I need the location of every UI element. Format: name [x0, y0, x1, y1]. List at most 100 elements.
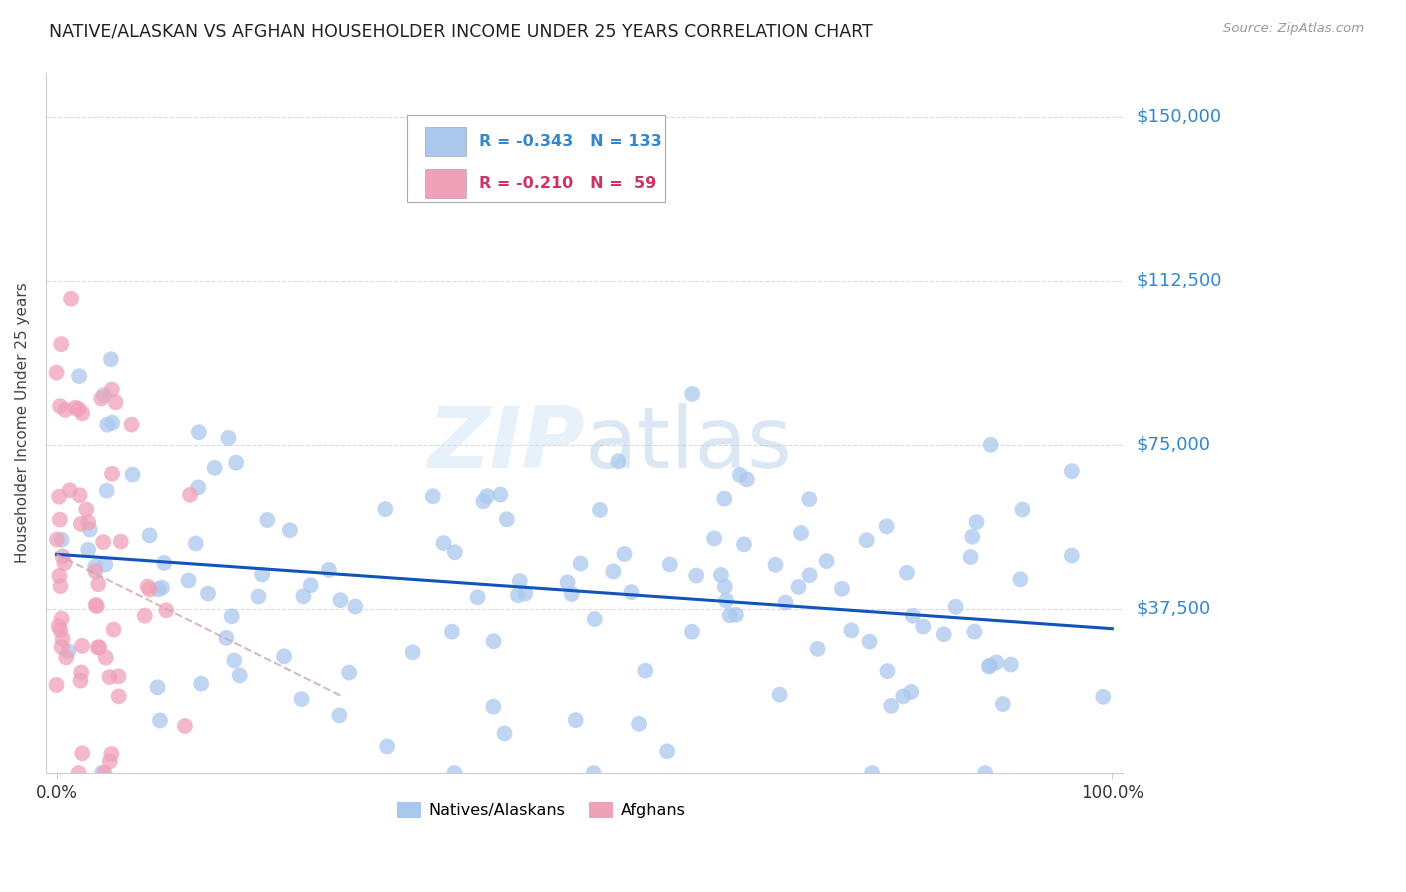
Point: [344, 599, 367, 614]
Point: [107, 669, 129, 683]
Point: [475, 489, 498, 503]
Point: [273, 649, 295, 664]
Point: [681, 387, 703, 401]
Point: [228, 668, 250, 682]
Point: [979, 658, 1001, 673]
Point: [582, 766, 605, 780]
Point: [65, 401, 87, 415]
Point: [75, 502, 97, 516]
Point: [718, 608, 741, 623]
Point: [153, 556, 176, 570]
Point: [93, 766, 115, 780]
Point: [799, 492, 821, 507]
Point: [860, 766, 883, 780]
Text: Source: ZipAtlas.com: Source: ZipAtlas.com: [1223, 22, 1364, 36]
Point: [184, 536, 207, 550]
Point: [91, 535, 114, 549]
Text: $37,500: $37,500: [1137, 600, 1211, 618]
Point: [84, 598, 107, 612]
Point: [67, 402, 90, 417]
Text: atlas: atlas: [585, 402, 793, 485]
Point: [136, 580, 159, 594]
Point: [91, 765, 114, 780]
Point: [1092, 690, 1115, 704]
Point: [569, 557, 592, 571]
Point: [841, 624, 863, 638]
Point: [1060, 549, 1083, 563]
Point: [187, 425, 209, 440]
Point: [806, 641, 828, 656]
Point: [655, 744, 678, 758]
Point: [87, 640, 110, 655]
Point: [876, 519, 898, 533]
Point: [60, 292, 83, 306]
Point: [215, 631, 238, 645]
Point: [67, 369, 90, 384]
Point: [583, 612, 606, 626]
Point: [494, 726, 516, 740]
Point: [728, 467, 751, 482]
Point: [991, 697, 1014, 711]
Text: NATIVE/ALASKAN VS AFGHAN HOUSEHOLDER INCOME UNDER 25 YEARS CORRELATION CHART: NATIVE/ALASKAN VS AFGHAN HOUSEHOLDER INC…: [49, 22, 873, 40]
Point: [101, 416, 124, 430]
Point: [121, 417, 143, 432]
Point: [768, 688, 790, 702]
Point: [87, 577, 110, 591]
Point: [190, 676, 212, 690]
Point: [77, 542, 100, 557]
Point: [247, 590, 270, 604]
Point: [489, 487, 512, 501]
Point: [962, 530, 984, 544]
Point: [765, 558, 787, 572]
Point: [515, 586, 537, 600]
Point: [224, 653, 246, 667]
Point: [775, 596, 797, 610]
Point: [96, 417, 118, 432]
Point: [328, 708, 350, 723]
Point: [1011, 502, 1033, 516]
Point: [93, 388, 115, 402]
Point: [187, 480, 209, 494]
Point: [607, 454, 630, 468]
Point: [100, 747, 122, 761]
Point: [90, 392, 112, 406]
Point: [177, 574, 200, 588]
Point: [681, 624, 703, 639]
Point: [174, 719, 197, 733]
Point: [256, 513, 278, 527]
Point: [658, 558, 681, 572]
Point: [337, 665, 360, 680]
Point: [495, 512, 517, 526]
Point: [858, 634, 880, 648]
Point: [48, 619, 70, 633]
Y-axis label: Householder Income Under 25 years: Householder Income Under 25 years: [15, 283, 30, 564]
Point: [375, 739, 398, 754]
Point: [986, 656, 1008, 670]
Point: [89, 640, 111, 655]
Point: [49, 579, 72, 593]
Point: [101, 467, 124, 481]
Point: [221, 609, 243, 624]
Point: [977, 659, 1000, 673]
Point: [901, 608, 924, 623]
Point: [467, 591, 489, 605]
Point: [831, 582, 853, 596]
Point: [86, 599, 108, 613]
FancyBboxPatch shape: [425, 127, 465, 156]
Point: [94, 558, 117, 572]
Point: [58, 644, 80, 658]
Point: [613, 547, 636, 561]
Point: [422, 489, 444, 503]
Point: [292, 589, 315, 603]
Point: [69, 673, 91, 688]
Point: [53, 556, 76, 570]
Point: [799, 568, 821, 582]
Point: [150, 581, 173, 595]
Text: ZIP: ZIP: [427, 402, 585, 485]
Point: [94, 650, 117, 665]
Point: [790, 526, 813, 541]
Point: [959, 550, 981, 565]
Point: [443, 766, 465, 780]
Point: [46, 533, 69, 547]
Point: [602, 565, 624, 579]
